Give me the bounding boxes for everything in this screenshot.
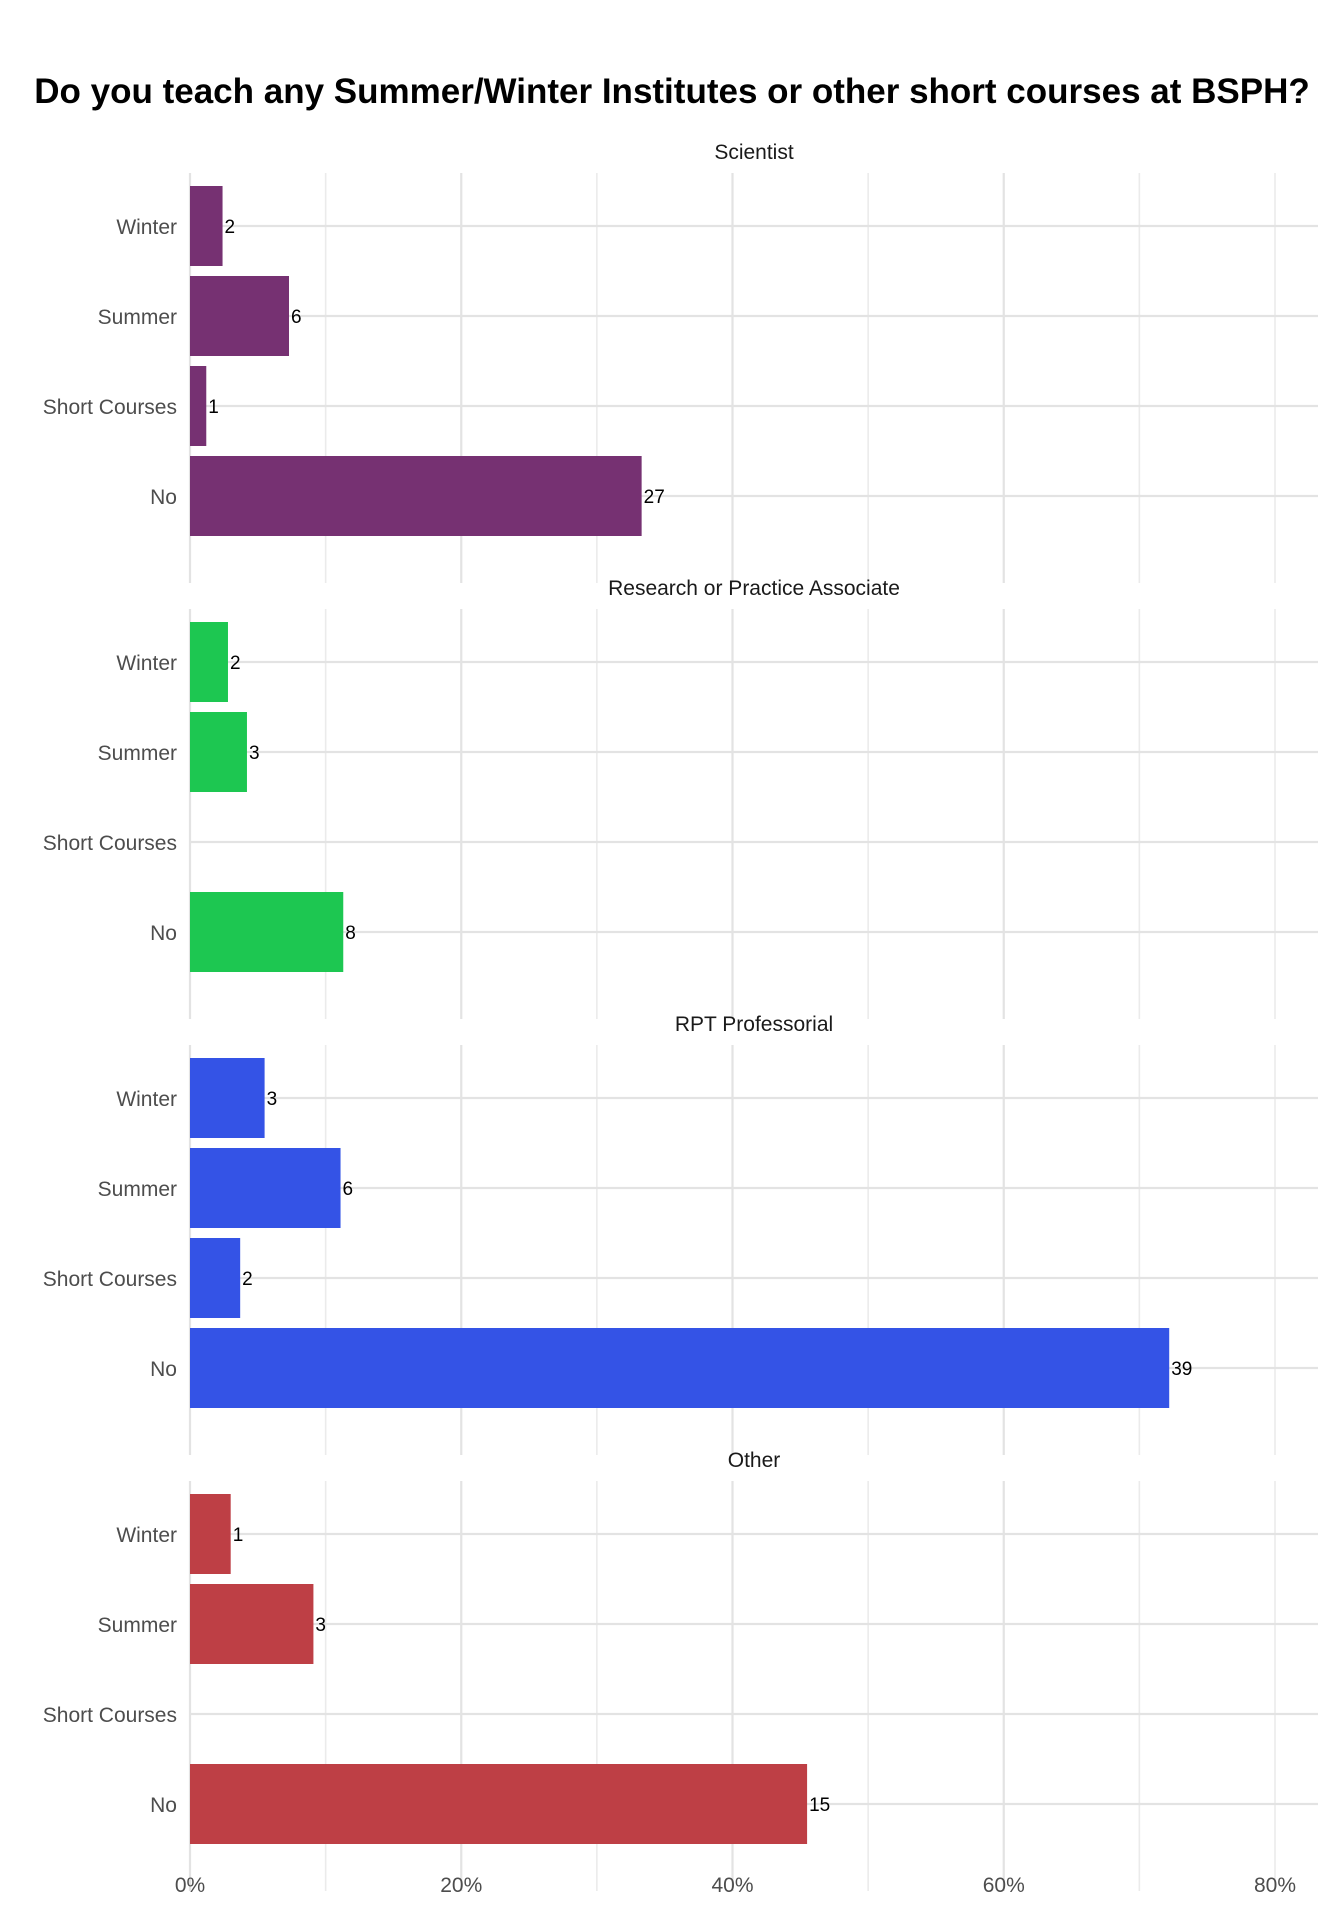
y-tick-label: Winter [116,652,177,675]
bar [190,622,228,702]
y-tick-label: No [150,1794,177,1817]
data-label: 27 [644,487,665,508]
facet-panel: Research or Practice Associate Winter Summ… [43,577,1318,1019]
x-tick-label: 40% [711,1874,753,1897]
x-tick-label: 0% [175,1874,205,1897]
data-label: 15 [809,1795,830,1816]
bar [190,186,223,266]
y-tick-label: Summer [98,742,177,765]
data-label: 2 [225,217,236,238]
y-tick-label: Winter [116,216,177,239]
facet-label: Scientist [714,141,794,164]
data-label: 3 [249,743,260,764]
bar [190,1764,808,1844]
bar [190,366,207,446]
facet-label: Other [728,1449,781,1472]
data-label: 3 [267,1089,278,1110]
y-tick-label: No [150,1358,177,1381]
y-tick-label: Short Courses [43,1268,177,1291]
bar [190,1328,1170,1408]
y-tick-label: Winter [116,1088,177,1111]
data-label: 6 [343,1179,354,1200]
bar [190,1058,265,1138]
data-label: 2 [242,1269,253,1290]
facet-panel: Other Winter Summer Short Courses No 1 3 15 [43,1449,1318,1891]
x-tick-label: 60% [983,1874,1025,1897]
facet-label: RPT Professorial [675,1013,833,1036]
bar [190,892,344,972]
chart-title: Do you teach any Summer/Winter Institute… [34,72,1310,111]
bar [190,1494,231,1574]
data-label: 6 [291,307,302,328]
y-tick-label: No [150,922,177,945]
bar [190,1148,341,1228]
bar [190,712,247,792]
y-tick-label: No [150,486,177,509]
data-label: 3 [315,1615,326,1636]
y-tick-label: Summer [98,306,177,329]
y-tick-label: Summer [98,1178,177,1201]
data-label: 2 [230,653,241,674]
data-label: 1 [208,397,219,418]
y-tick-label: Summer [98,1614,177,1637]
x-tick-label: 80% [1254,1874,1296,1897]
facet-label: Research or Practice Associate [608,577,900,600]
bar [190,1238,241,1318]
y-tick-label: Short Courses [43,832,177,855]
bar [190,1584,314,1664]
x-tick-label: 20% [440,1874,482,1897]
y-tick-label: Winter [116,1524,177,1547]
data-label: 8 [345,923,356,944]
bar [190,276,290,356]
data-label: 1 [233,1525,244,1546]
facet-panel: RPT Professorial Winter Summer Short Course… [43,1013,1318,1455]
y-tick-label: Short Courses [43,396,177,419]
bar [190,456,642,536]
y-tick-label: Short Courses [43,1704,177,1727]
data-label: 39 [1171,1359,1192,1380]
facet-panel: Scientist Winter Summer Short Courses No 2 6 1 2… [43,141,1318,583]
